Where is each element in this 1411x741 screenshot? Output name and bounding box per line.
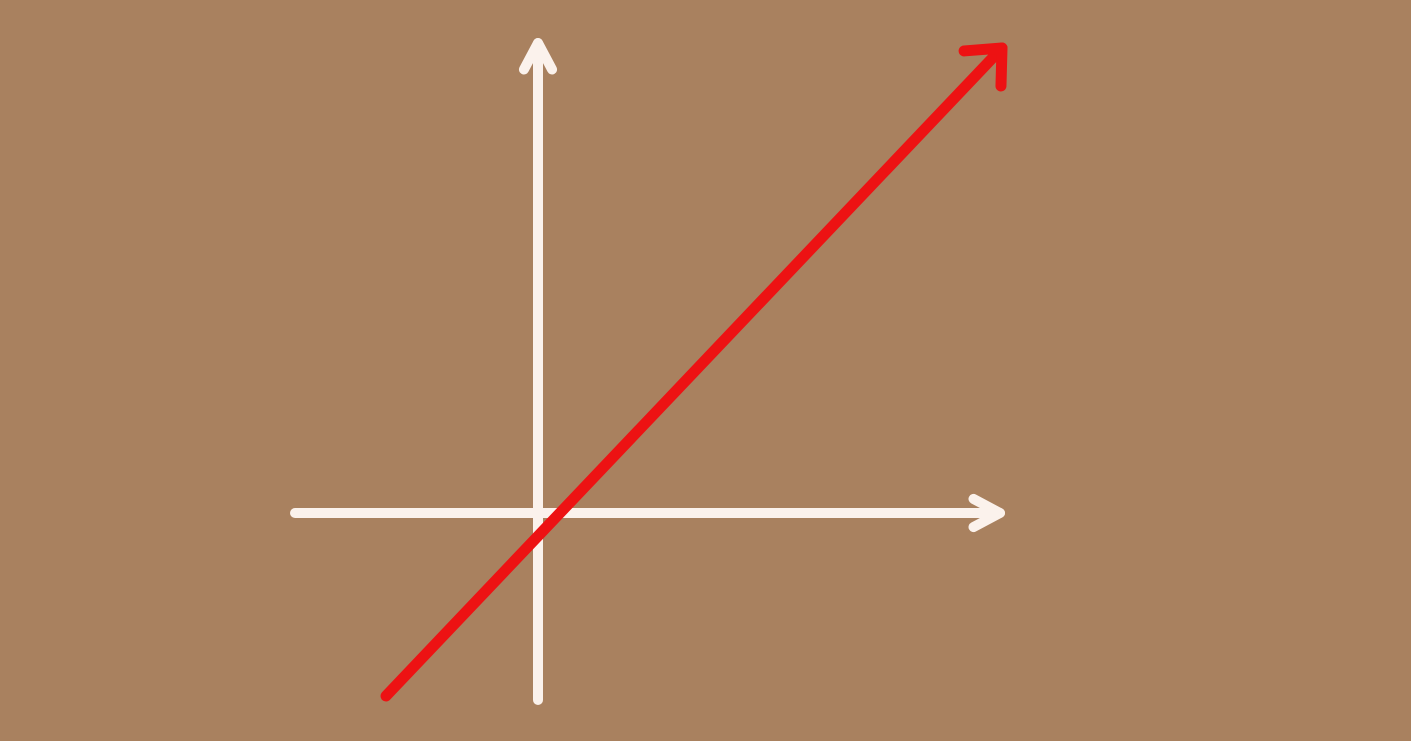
chart-background	[0, 0, 1411, 741]
chart-container	[0, 0, 1411, 741]
axes-line-chart	[0, 0, 1411, 741]
